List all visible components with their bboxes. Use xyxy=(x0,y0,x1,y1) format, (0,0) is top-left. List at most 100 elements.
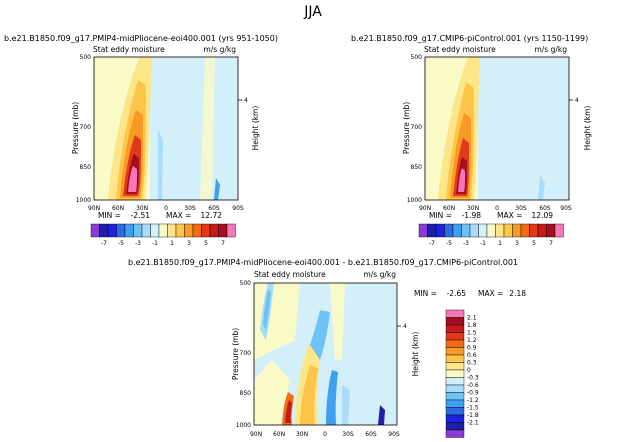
panel1-cb-label-3: 3 xyxy=(187,240,191,247)
panel2-min-value: -1.98 xyxy=(462,211,482,220)
panel1-colorbar-swatch-6 xyxy=(141,223,151,238)
panel3-colorbar-swatch-4 xyxy=(445,339,465,348)
panel3-ytick-1000: 1000 xyxy=(236,422,251,429)
panel2-colorbar-swatch-0 xyxy=(418,223,428,238)
panel3-colorbar-label-1: 1.8 xyxy=(467,322,477,329)
panel2-y2-tick-4: 4 xyxy=(575,97,579,104)
panel2-xtick-30N: 30N xyxy=(467,205,479,212)
panel3-min-value: -2.65 xyxy=(447,289,467,298)
panel1-colorbar-swatch-13 xyxy=(201,223,211,238)
panel2-subtitle-right: m/s g/kg xyxy=(534,45,567,54)
panel1-colorbar-swatch-9 xyxy=(167,223,177,238)
panel3-colorbar-swatch-9 xyxy=(445,377,465,386)
panel1-field-tan2 xyxy=(200,57,215,200)
panel1-colorbar xyxy=(90,223,236,238)
panel1-colorbar-swatch-2 xyxy=(107,223,117,238)
panel3-colorbar-labels: 2.11.81.51.20.90.60.30-0.3-0.6-0.9-1.2-1… xyxy=(467,315,479,427)
panel1-y2-tick-4: 4 xyxy=(244,97,248,104)
panel1-xtick-30N: 30N xyxy=(136,205,148,212)
panel1-colorbar-swatch-7 xyxy=(150,223,160,238)
panel2-xtick-60S: 60S xyxy=(539,205,551,212)
panel2-cb-label-m3: -3 xyxy=(463,240,469,247)
panel3-colorbar-label-11: -1.2 xyxy=(467,397,479,404)
panel3-colorbar-swatch-8 xyxy=(445,369,465,378)
panel1-min-label: MIN = xyxy=(98,211,121,220)
panel1-subtitle-left: Stat eddy moisture xyxy=(93,45,165,54)
season-title: JJA xyxy=(303,4,322,20)
panel1-ytick-500: 500 xyxy=(80,54,92,61)
panel1-ylabel: Pressure (mb) xyxy=(71,102,80,154)
panel3-max-label: MAX = xyxy=(478,289,503,298)
panel3-frame xyxy=(253,282,398,426)
panel1-cb-label-m1: -1 xyxy=(152,240,158,247)
panel3-colorbar-swatch-3 xyxy=(445,332,465,341)
panel3-subtitle-right: m/s g/kg xyxy=(363,270,396,279)
panel2-colorbar-swatch-14 xyxy=(537,223,547,238)
panel3-colorbar-label-12: -1.5 xyxy=(467,405,479,412)
panel1-cb-label-1: 1 xyxy=(170,240,174,247)
panel2-xtick-90N: 90N xyxy=(419,205,431,212)
panel3-colorbar-label-10: -0.9 xyxy=(467,390,479,397)
panel1-colorbar-swatch-10 xyxy=(175,223,185,238)
panel2-cb-label-m1: -1 xyxy=(480,240,486,247)
panel2-colorbar xyxy=(418,223,564,238)
panel1-subtitle-right: m/s g/kg xyxy=(203,45,236,54)
panel2-xtick-30S: 30S xyxy=(515,205,527,212)
panel2-colorbar-swatch-11 xyxy=(512,223,522,238)
panel3-colorbar-label-5: 0.6 xyxy=(467,352,477,359)
panel2-colorbar-swatch-15 xyxy=(546,223,556,238)
panel1-max-label: MAX = xyxy=(166,211,191,220)
panel2-colorbar-swatch-5 xyxy=(461,223,471,238)
panel1-cb-label-m5: -5 xyxy=(118,240,124,247)
panel3-ytick-500: 500 xyxy=(240,280,252,287)
panel3-plot-area xyxy=(253,282,398,426)
panel3-field-tan-mid xyxy=(330,283,345,360)
panel2-ytick-700: 700 xyxy=(411,124,423,131)
panel3-colorbar xyxy=(445,309,465,438)
panel1-cb-label-m3: -3 xyxy=(135,240,141,247)
panel1-ytick-850: 850 xyxy=(80,164,92,171)
panel2-xtick-90S: 90S xyxy=(560,205,572,212)
panel2-ylabel: Pressure (mb) xyxy=(402,102,411,154)
panel3-max-value: 2.18 xyxy=(509,289,526,298)
panel3-field-red xyxy=(285,400,292,423)
panel3-ytick-700: 700 xyxy=(240,350,252,357)
panel2-frame xyxy=(424,56,570,201)
panel3-y2label: Height (km) xyxy=(411,332,420,377)
panel1-colorbar-swatch-12 xyxy=(192,223,202,238)
panel3-colorbar-swatch-12 xyxy=(445,399,465,408)
panel3-field-gold xyxy=(300,365,318,425)
panel3-colorbar-label-2: 1.5 xyxy=(467,330,477,337)
panel1-colorbar-swatch-3 xyxy=(116,223,126,238)
panel3-xtick-60S: 60S xyxy=(365,431,377,438)
panel3-field-blue3 xyxy=(326,370,338,425)
panel3-ylabel: Pressure (mb) xyxy=(231,328,240,380)
panel3-xtick-90S: 90S xyxy=(388,431,400,438)
panel3-xtick-90N: 90N xyxy=(250,431,262,438)
panel1-colorbar-swatch-5 xyxy=(133,223,143,238)
panel2-colorbar-swatch-16 xyxy=(554,223,564,238)
panel3-colorbar-label-4: 0.9 xyxy=(467,345,477,352)
panel3-colorbar-swatch-14 xyxy=(445,414,465,423)
panel2-y2label: Height (km) xyxy=(583,106,592,151)
panel1-cb-label-5: 5 xyxy=(204,240,208,247)
panel1-cb-label-m7: -7 xyxy=(101,240,107,247)
panel2-max-label: MAX = xyxy=(497,211,522,220)
panel1-plot-area xyxy=(93,56,239,201)
panel3-colorbar-swatch-2 xyxy=(445,324,465,333)
panel3-field-blue2 xyxy=(310,310,330,360)
panel2-plot-area xyxy=(424,56,570,201)
panel2-cb-label-7: 7 xyxy=(549,240,553,247)
panel2-cb-label-m5: -5 xyxy=(446,240,452,247)
panel3-colorbar-swatch-6 xyxy=(445,354,465,363)
panel3-field-blue1 xyxy=(263,290,271,330)
panel2-xtick-0: 0 xyxy=(495,205,499,212)
panel1-field-pink xyxy=(128,166,137,192)
panel1-title: b.e21.B1850.f09_g17.PMIP4-midPliocene-eo… xyxy=(4,34,278,43)
panel2-colorbar-swatch-8 xyxy=(486,223,496,238)
panel-pliocene: b.e21.B1850.f09_g17.PMIP4-midPliocene-eo… xyxy=(4,34,278,247)
panel2-min-label: MIN = xyxy=(429,211,452,220)
panel3-title: b.e21.B1850.f09_g17.PMIP4-midPliocene-eo… xyxy=(128,258,518,267)
panel2-title: b.e21.B1850.f09_g17.CMIP6-piControl.001 … xyxy=(351,34,588,43)
